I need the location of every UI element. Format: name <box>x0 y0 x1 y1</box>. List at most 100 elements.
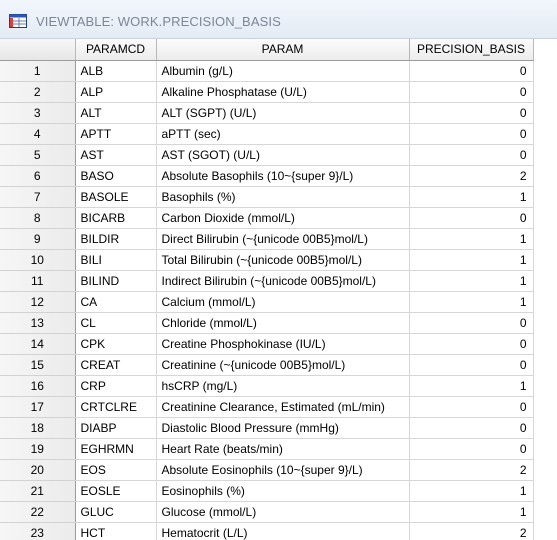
cell-precision-basis[interactable]: 2 <box>409 165 534 187</box>
cell-precision-basis[interactable]: 0 <box>409 312 534 334</box>
cell-precision-basis[interactable]: 0 <box>409 396 534 418</box>
cell-param[interactable]: Diastolic Blood Pressure (mmHg) <box>156 417 410 439</box>
table-row[interactable]: 13 CL Chloride (mmol/L) 0 <box>0 312 534 334</box>
table-row[interactable]: 3 ALT ALT (SGPT) (U/L) 0 <box>0 102 534 124</box>
cell-param[interactable]: Absolute Eosinophils (10~{super 9}/L) <box>156 459 410 481</box>
row-number[interactable]: 14 <box>0 333 76 355</box>
cell-precision-basis[interactable]: 0 <box>409 354 534 376</box>
row-number[interactable]: 1 <box>0 60 76 82</box>
table-row[interactable]: 23 HCT Hematocrit (L/L) 2 <box>0 522 534 540</box>
corner-header[interactable] <box>0 39 76 61</box>
table-row[interactable]: 5 AST AST (SGOT) (U/L) 0 <box>0 144 534 166</box>
cell-paramcd[interactable]: CRTCLRE <box>75 396 157 418</box>
column-header-param[interactable]: PARAM <box>156 39 410 61</box>
cell-precision-basis[interactable]: 0 <box>409 333 534 355</box>
table-row[interactable]: 17 CRTCLRE Creatinine Clearance, Estimated… <box>0 396 534 418</box>
cell-precision-basis[interactable]: 0 <box>409 438 534 460</box>
row-number[interactable]: 13 <box>0 312 76 334</box>
cell-precision-basis[interactable]: 1 <box>409 291 534 313</box>
row-number[interactable]: 8 <box>0 207 76 229</box>
cell-paramcd[interactable]: BILDIR <box>75 228 157 250</box>
row-number[interactable]: 15 <box>0 354 76 376</box>
table-row[interactable]: 16 CRP hsCRP (mg/L) 1 <box>0 375 534 397</box>
cell-paramcd[interactable]: EOS <box>75 459 157 481</box>
cell-paramcd[interactable]: HCT <box>75 522 157 540</box>
table-row[interactable]: 7 BASOLE Basophils (%) 1 <box>0 186 534 208</box>
cell-param[interactable]: Carbon Dioxide (mmol/L) <box>156 207 410 229</box>
cell-param[interactable]: Alkaline Phosphatase (U/L) <box>156 81 410 103</box>
cell-paramcd[interactable]: BILIND <box>75 270 157 292</box>
cell-precision-basis[interactable]: 0 <box>409 123 534 145</box>
cell-param[interactable]: Albumin (g/L) <box>156 60 410 82</box>
row-number[interactable]: 11 <box>0 270 76 292</box>
cell-precision-basis[interactable]: 1 <box>409 375 534 397</box>
cell-param[interactable]: Creatinine Clearance, Estimated (mL/min) <box>156 396 410 418</box>
row-number[interactable]: 2 <box>0 81 76 103</box>
cell-param[interactable]: Total Bilirubin (~{unicode 00B5}mol/L) <box>156 249 410 271</box>
table-row[interactable]: 18 DIABP Diastolic Blood Pressure (mmHg) 0 <box>0 417 534 439</box>
row-number[interactable]: 6 <box>0 165 76 187</box>
table-row[interactable]: 6 BASO Absolute Basophils (10~{super 9}/L)… <box>0 165 534 187</box>
table-row[interactable]: 2 ALP Alkaline Phosphatase (U/L) 0 <box>0 81 534 103</box>
cell-param[interactable]: Heart Rate (beats/min) <box>156 438 410 460</box>
row-number[interactable]: 5 <box>0 144 76 166</box>
cell-precision-basis[interactable]: 0 <box>409 144 534 166</box>
cell-param[interactable]: Creatine Phosphokinase (IU/L) <box>156 333 410 355</box>
cell-param[interactable]: ALT (SGPT) (U/L) <box>156 102 410 124</box>
table-row[interactable]: 1 ALB Albumin (g/L) 0 <box>0 60 534 82</box>
cell-paramcd[interactable]: BILI <box>75 249 157 271</box>
cell-precision-basis[interactable]: 1 <box>409 249 534 271</box>
row-number[interactable]: 16 <box>0 375 76 397</box>
column-header-paramcd[interactable]: PARAMCD <box>75 39 157 61</box>
table-row[interactable]: 8 BICARB Carbon Dioxide (mmol/L) 0 <box>0 207 534 229</box>
cell-param[interactable]: aPTT (sec) <box>156 123 410 145</box>
cell-param[interactable]: Creatinine (~{unicode 00B5}mol/L) <box>156 354 410 376</box>
row-number[interactable]: 23 <box>0 522 76 540</box>
cell-precision-basis[interactable]: 0 <box>409 102 534 124</box>
row-number[interactable]: 10 <box>0 249 76 271</box>
cell-paramcd[interactable]: GLUC <box>75 501 157 523</box>
cell-param[interactable]: Glucose (mmol/L) <box>156 501 410 523</box>
cell-param[interactable]: Indirect Bilirubin (~{unicode 00B5}mol/L… <box>156 270 410 292</box>
cell-precision-basis[interactable]: 1 <box>409 480 534 502</box>
cell-paramcd[interactable]: BASO <box>75 165 157 187</box>
cell-paramcd[interactable]: ALP <box>75 81 157 103</box>
cell-precision-basis[interactable]: 1 <box>409 186 534 208</box>
cell-param[interactable]: Chloride (mmol/L) <box>156 312 410 334</box>
row-number[interactable]: 12 <box>0 291 76 313</box>
cell-precision-basis[interactable]: 0 <box>409 81 534 103</box>
table-row[interactable]: 4 APTT aPTT (sec) 0 <box>0 123 534 145</box>
cell-precision-basis[interactable]: 1 <box>409 228 534 250</box>
table-row[interactable]: 22 GLUC Glucose (mmol/L) 1 <box>0 501 534 523</box>
cell-param[interactable]: Absolute Basophils (10~{super 9}/L) <box>156 165 410 187</box>
cell-paramcd[interactable]: AST <box>75 144 157 166</box>
cell-precision-basis[interactable]: 2 <box>409 459 534 481</box>
data-grid[interactable]: PARAMCD PARAM PRECISION_BASIS 1 ALB Albumi… <box>0 39 557 540</box>
row-number[interactable]: 7 <box>0 186 76 208</box>
cell-paramcd[interactable]: BASOLE <box>75 186 157 208</box>
table-row[interactable]: 11 BILIND Indirect Bilirubin (~{unicode 00… <box>0 270 534 292</box>
table-row[interactable]: 10 BILI Total Bilirubin (~{unicode 00B5}mo… <box>0 249 534 271</box>
row-number[interactable]: 18 <box>0 417 76 439</box>
cell-paramcd[interactable]: ALB <box>75 60 157 82</box>
cell-param[interactable]: Basophils (%) <box>156 186 410 208</box>
table-row[interactable]: 9 BILDIR Direct Bilirubin (~{unicode 00B5}… <box>0 228 534 250</box>
cell-paramcd[interactable]: BICARB <box>75 207 157 229</box>
row-number[interactable]: 4 <box>0 123 76 145</box>
cell-precision-basis[interactable]: 0 <box>409 60 534 82</box>
column-header-precision-basis[interactable]: PRECISION_BASIS <box>409 39 534 61</box>
table-row[interactable]: 21 EOSLE Eosinophils (%) 1 <box>0 480 534 502</box>
row-number[interactable]: 21 <box>0 480 76 502</box>
row-number[interactable]: 22 <box>0 501 76 523</box>
cell-param[interactable]: Calcium (mmol/L) <box>156 291 410 313</box>
row-number[interactable]: 17 <box>0 396 76 418</box>
cell-param[interactable]: Eosinophils (%) <box>156 480 410 502</box>
table-row[interactable]: 14 CPK Creatine Phosphokinase (IU/L) 0 <box>0 333 534 355</box>
row-number[interactable]: 19 <box>0 438 76 460</box>
cell-paramcd[interactable]: CA <box>75 291 157 313</box>
cell-paramcd[interactable]: CL <box>75 312 157 334</box>
table-row[interactable]: 15 CREAT Creatinine (~{unicode 00B5}mol/L)… <box>0 354 534 376</box>
cell-param[interactable]: Hematocrit (L/L) <box>156 522 410 540</box>
cell-paramcd[interactable]: CRP <box>75 375 157 397</box>
cell-param[interactable]: AST (SGOT) (U/L) <box>156 144 410 166</box>
